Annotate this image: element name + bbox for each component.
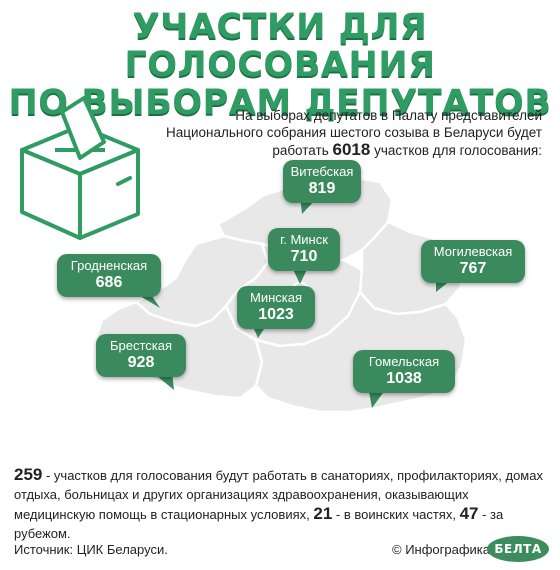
footer-text-sanatoria: - участков для голосования будут работат… bbox=[14, 468, 543, 522]
intro-text-after: участков для голосования: bbox=[374, 143, 542, 158]
callout-minsk-region: Минская 1023 bbox=[237, 286, 315, 329]
intro-text: На выборах депутатов в Палату представит… bbox=[150, 107, 542, 159]
callout-mogilev: Могилевская 767 bbox=[421, 240, 525, 283]
region-name: Брестская bbox=[109, 338, 173, 353]
region-name: Витебская bbox=[290, 164, 354, 179]
region-name: Гомельская bbox=[368, 354, 440, 369]
callout-gomel: Гомельская 1038 bbox=[353, 350, 455, 393]
region-value: 1038 bbox=[386, 370, 422, 387]
region-name: Гродненская bbox=[70, 258, 148, 273]
region-value: 928 bbox=[127, 354, 155, 371]
region-value: 1023 bbox=[258, 306, 294, 323]
region-name: Минская bbox=[249, 290, 302, 305]
callout-grodno: Гродненская 686 bbox=[57, 254, 161, 297]
credit-note: © Инфографика bbox=[392, 542, 491, 557]
infographic-title: УЧАСТКИ ДЛЯ ГОЛОСОВАНИЯ ПО ВЫБОРАМ ДЕПУТ… bbox=[0, 8, 560, 122]
intro-text-before: На выборах депутатов в Палату представит… bbox=[165, 108, 542, 158]
footer-note: 259 - участков для голосования будут раб… bbox=[14, 465, 550, 543]
belta-logo: БЕЛТА bbox=[487, 536, 549, 562]
footer-num-military: 21 bbox=[313, 504, 333, 523]
intro-total: 6018 bbox=[332, 140, 371, 159]
callout-minsk-city: г. Минск 710 bbox=[268, 228, 340, 271]
region-value: 710 bbox=[290, 248, 318, 265]
region-value: 767 bbox=[459, 260, 487, 277]
region-name: Могилевская bbox=[433, 244, 513, 259]
callout-brest: Брестская 928 bbox=[96, 334, 186, 377]
ballot-box-icon bbox=[20, 96, 140, 240]
footer-text-military: - в воинских частях, bbox=[332, 507, 456, 522]
source-note: Источник: ЦИК Беларуси. bbox=[14, 542, 168, 557]
region-name: г. Минск bbox=[280, 232, 328, 247]
footer-text-abroad: - за рубежом. bbox=[14, 507, 504, 541]
callout-vitebsk: Витебская 819 bbox=[283, 160, 361, 203]
region-value: 686 bbox=[95, 274, 123, 291]
region-value: 819 bbox=[308, 180, 336, 197]
title-line-2: ПО ВЫБОРАМ ДЕПУТАТОВ bbox=[8, 83, 552, 123]
footer-num-abroad: 47 bbox=[459, 504, 479, 523]
footer-num-sanatoria: 259 bbox=[14, 465, 43, 484]
title-line-1: УЧАСТКИ ДЛЯ ГОЛОСОВАНИЯ bbox=[124, 7, 436, 85]
